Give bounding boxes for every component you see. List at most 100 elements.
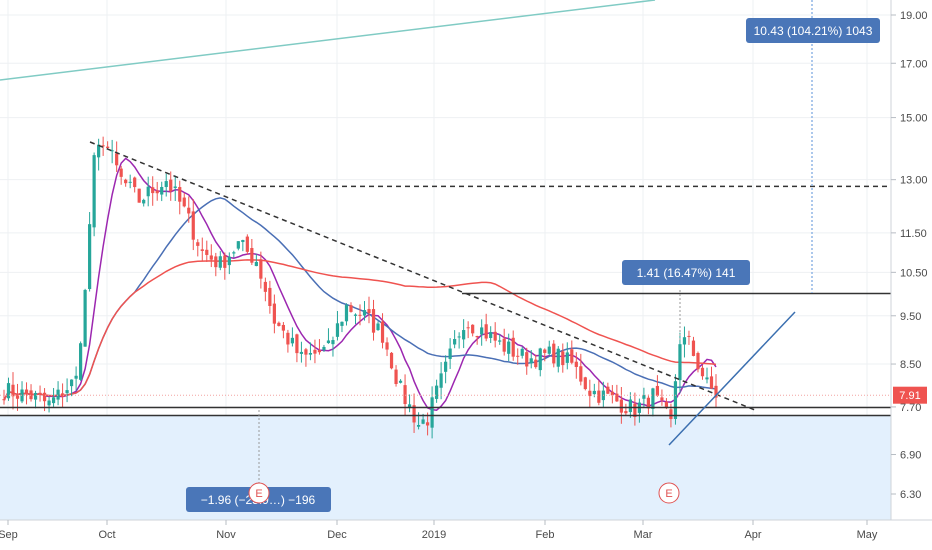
candle [38,385,42,402]
candles [2,136,718,439]
candle [682,326,687,358]
candle [651,387,655,417]
candle [268,280,272,314]
candle [218,251,222,271]
candle [511,330,515,361]
candle [538,347,542,377]
candle [529,350,533,369]
measure-tag-long[interactable]: 10.43 (104.21%) 1043 [746,18,880,43]
y-tick-label: 10.50 [900,267,928,279]
candle [151,176,155,206]
candle [398,379,403,384]
candle [182,192,186,208]
ma-slow-line [3,259,717,401]
measure-tag-long-label: 10.43 (104.21%) 1043 [754,24,873,38]
candle [79,341,83,381]
measure-tag-mid[interactable]: 1.41 (16.47%) 141 [622,260,750,285]
candle [191,199,195,251]
candle [205,240,209,262]
candle [196,239,200,257]
candle [340,321,344,333]
candle [119,165,123,185]
candle [236,241,240,251]
candle [245,234,249,255]
candle [344,303,349,326]
candle [69,379,74,397]
candle [155,181,159,201]
candle [696,351,700,373]
candle [462,319,466,349]
candle [412,393,416,433]
descending-trendline[interactable] [89,141,756,411]
candle [33,390,38,409]
candle [606,382,610,395]
candle [389,352,394,370]
candle [92,152,96,237]
candle [128,174,132,189]
candle [232,250,236,258]
candle [209,244,213,268]
candle [349,302,353,313]
candle [624,403,628,417]
candle [173,175,177,202]
y-axis[interactable]: 19.00 17.00 15.00 13.00 11.50 10.50 9.50 8.50 7.… [891,10,928,501]
candle [60,383,65,408]
candle [471,324,475,337]
candle [642,387,646,407]
candle [570,340,574,365]
x-axis[interactable]: Sep Oct Nov Dec 2019 Feb Mar Apr May [0,520,878,541]
last-price-label: 7.91 [899,390,920,402]
candle [525,347,529,375]
candle [489,326,493,344]
candle [579,353,583,386]
candle [335,311,340,341]
candle [448,338,452,369]
candle [24,382,29,405]
candle [507,333,511,362]
candle [169,171,173,201]
candle [385,337,389,357]
y-tick-label: 7.70 [900,402,921,414]
candle [115,141,119,172]
earnings-event-1-label: E [255,488,262,500]
candle [687,330,691,345]
candle [317,339,322,355]
candle [250,238,254,265]
candle [615,384,619,402]
candle [124,178,128,187]
candle [97,138,101,171]
candle [646,394,651,415]
candle [457,332,461,349]
y-tick-label: 13.00 [900,175,928,187]
earnings-event-2[interactable]: E [658,482,680,504]
candle [56,381,60,406]
candle [493,322,497,348]
candle [371,299,376,341]
x-tick-label: Feb [536,529,555,541]
y-tick-label: 6.90 [900,450,921,462]
candle [164,173,168,197]
candle [543,348,547,362]
y-tick-label: 11.50 [900,228,927,240]
candle [498,333,502,345]
candle [142,198,146,207]
candle [565,342,569,370]
candle [610,385,614,404]
x-tick-label: 2019 [422,529,446,541]
earnings-event-2-circle [658,482,680,504]
ascending-trendline[interactable] [668,311,796,446]
earnings-event-1[interactable]: E [248,482,270,504]
measure-tag-long-box [746,18,880,43]
channel-upper-line[interactable] [0,0,656,81]
x-tick-label: Apr [744,529,761,541]
candle [362,301,367,321]
measure-tag-mid-label: 1.41 (16.47%) 141 [637,266,736,280]
y-tick-label: 19.00 [900,10,928,22]
candle [259,251,263,289]
x-tick-label: Nov [216,529,236,541]
candle [619,386,623,424]
candle [101,136,105,156]
candle [376,321,380,331]
candle [308,342,313,361]
